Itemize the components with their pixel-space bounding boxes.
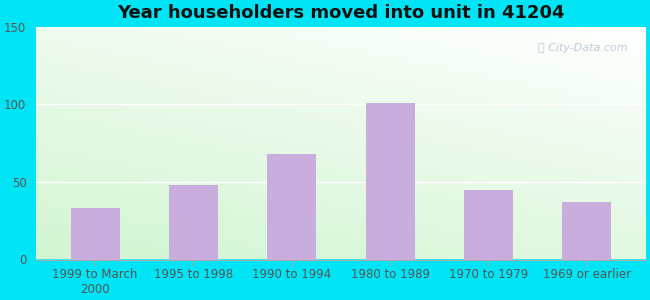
Bar xyxy=(267,154,317,260)
Title: Year householders moved into unit in 41204: Year householders moved into unit in 412… xyxy=(117,4,565,22)
Bar xyxy=(562,202,612,260)
Bar xyxy=(71,208,120,260)
Bar xyxy=(169,185,218,260)
Text: ⓘ City-Data.com: ⓘ City-Data.com xyxy=(538,43,627,53)
Bar xyxy=(365,103,415,260)
Bar xyxy=(464,190,513,260)
